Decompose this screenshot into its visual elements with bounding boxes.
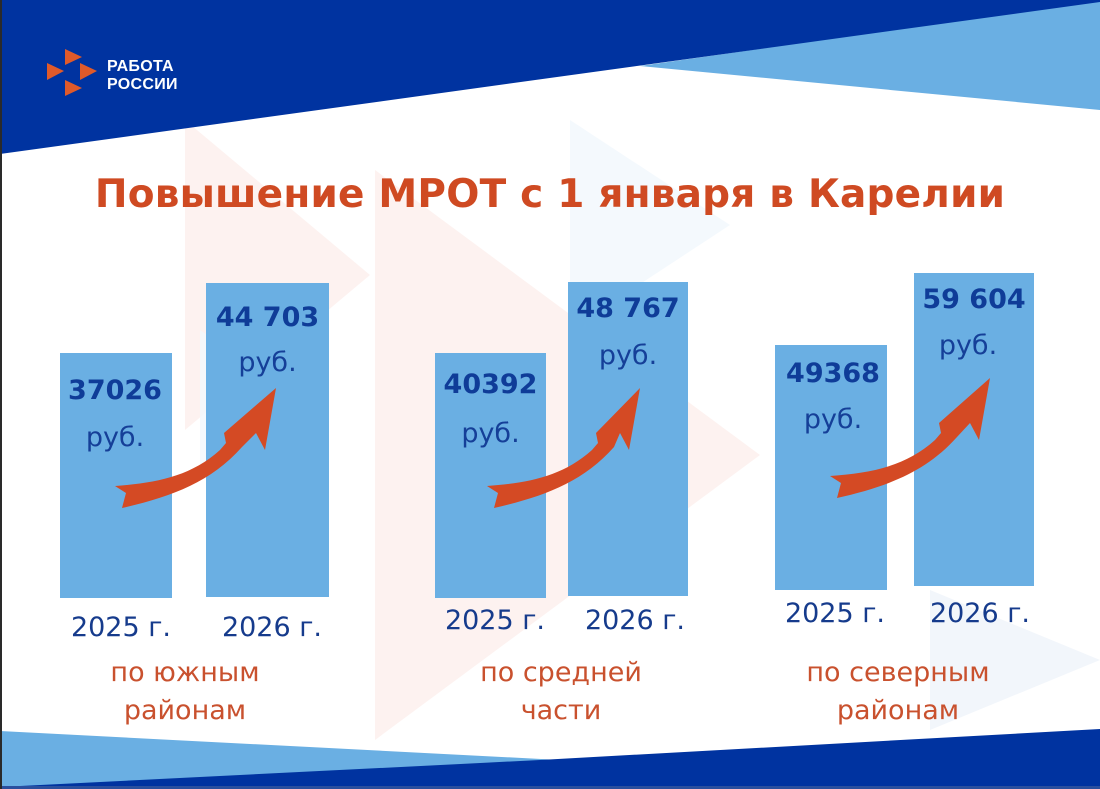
bg-faint-triangle: [570, 120, 730, 330]
bar-middle-2025: [435, 353, 546, 598]
year-label-north-2025: 2025 г.: [784, 598, 886, 629]
bar-south-2025: [60, 353, 172, 598]
unit-south-2026: руб.: [238, 347, 297, 378]
value-south-2026: 44 703: [215, 302, 320, 333]
left-edge-border: [0, 0, 2, 789]
brand-logo-text: РАБОТА РОССИИ: [107, 58, 178, 94]
unit-south-2025: руб.: [85, 422, 145, 453]
region-label-north: по северным районам: [806, 657, 990, 726]
unit-middle-2026: руб.: [598, 340, 658, 371]
year-label-south-2026: 2026 г.: [221, 612, 323, 643]
year-label-north-2026: 2026 г.: [929, 598, 1031, 629]
value-north-2025: 49368: [786, 358, 880, 389]
unit-north-2026: руб.: [938, 330, 998, 361]
region-label-south: по южным районам: [110, 657, 260, 726]
unit-middle-2025: руб.: [461, 418, 520, 449]
top-dark-blue-band: [0, 0, 1100, 154]
page-title: Повышение МРОТ с 1 января в Карелии: [94, 172, 1006, 217]
logo-icon: [47, 49, 97, 96]
unit-north-2025: руб.: [803, 404, 863, 435]
bottom-light-blue-band: [0, 731, 560, 789]
increase-arrow-icon: [115, 388, 276, 508]
value-middle-2026: 48 767: [576, 293, 680, 324]
region-label-middle: по средней части: [480, 657, 642, 726]
bottom-edge-line: [0, 786, 1100, 789]
value-middle-2025: 40392: [443, 369, 538, 400]
value-north-2026: 59 604: [922, 284, 1026, 315]
value-south-2025: 37026: [68, 375, 162, 406]
year-label-middle-2026: 2026 г.: [584, 605, 686, 636]
brand-line-1: РАБОТА: [107, 58, 174, 75]
increase-arrow-icon: [830, 378, 990, 498]
top-light-blue-band: [640, 0, 1100, 110]
year-label-middle-2025: 2025 г.: [444, 605, 546, 636]
bottom-dark-blue-band: [0, 729, 1100, 789]
bg-faint-triangle: [930, 590, 1100, 730]
increase-arrow-icon: [487, 388, 640, 508]
brand-line-2: РОССИИ: [107, 76, 178, 93]
bar-north-2025: [775, 345, 887, 590]
year-label-south-2025: 2025 г.: [70, 612, 172, 643]
